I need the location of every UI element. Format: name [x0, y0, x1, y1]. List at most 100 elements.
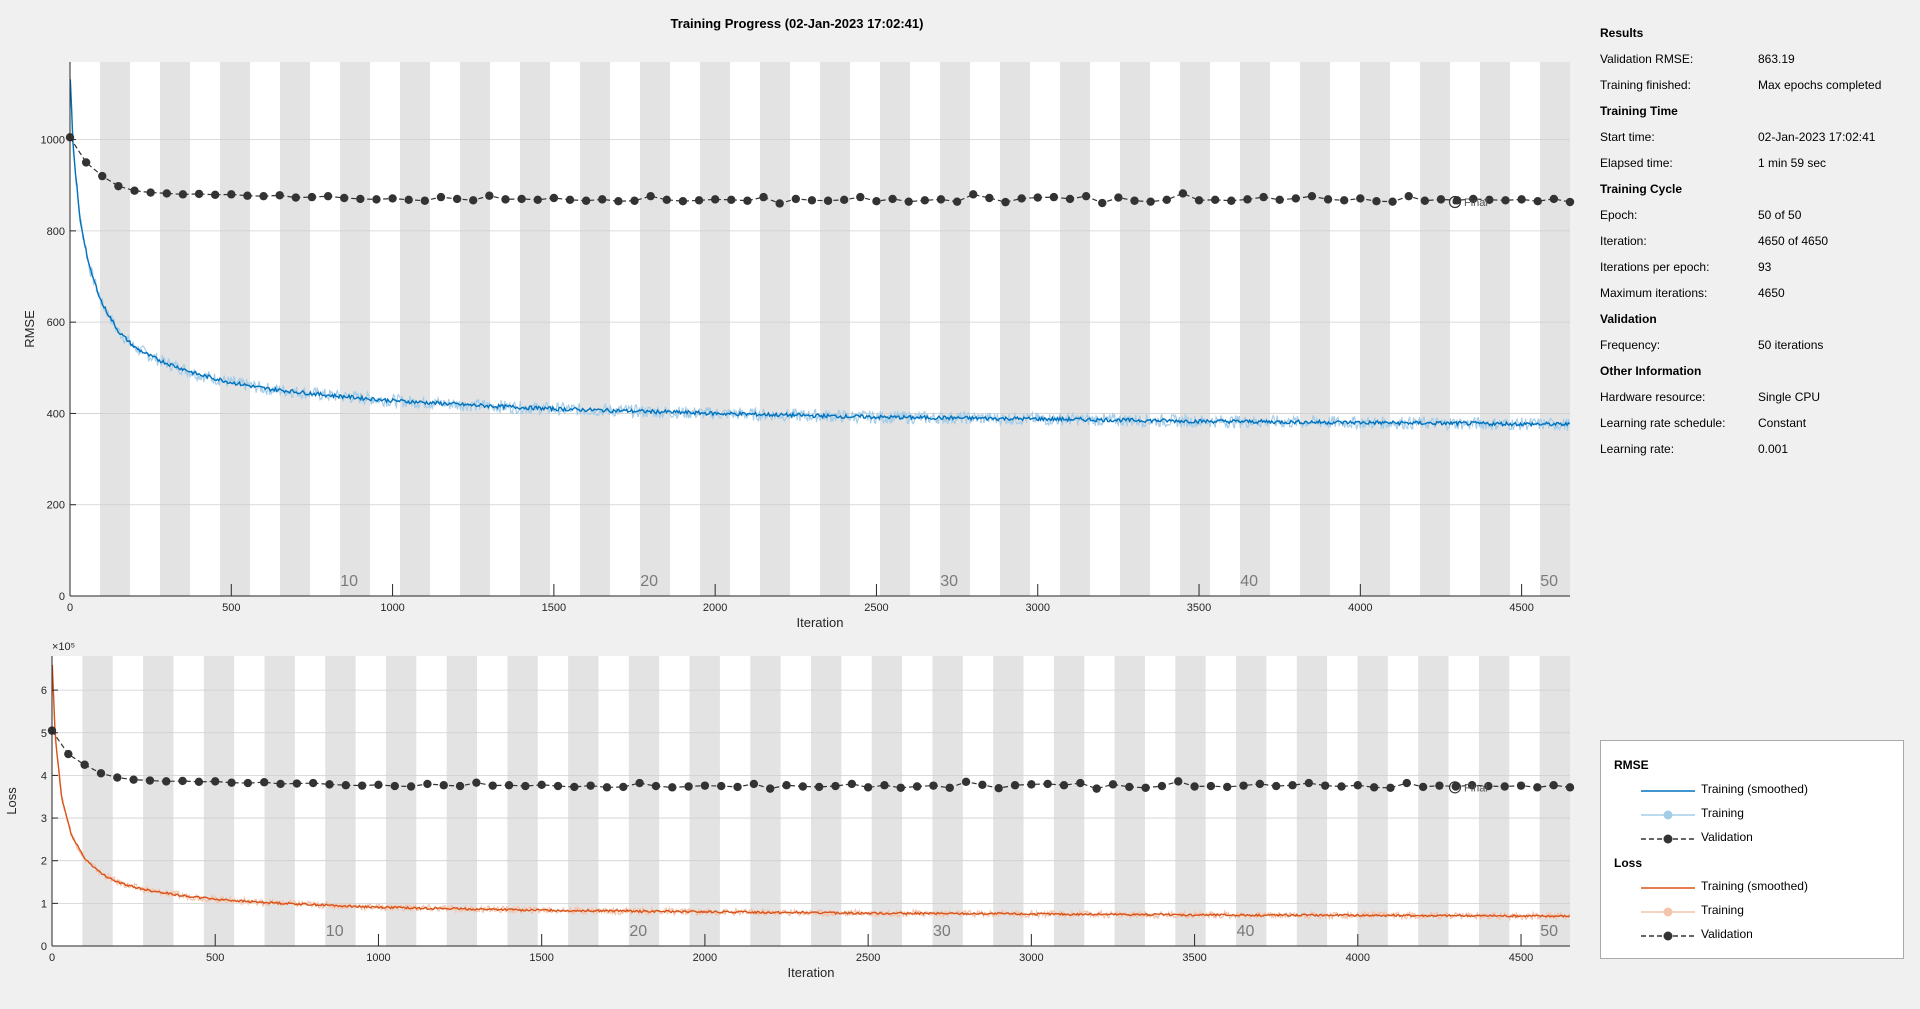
- info-row: Start time: 02-Jan-2023 17:02:41: [1600, 126, 1910, 152]
- rmse-validation-point: [1549, 194, 1559, 204]
- loss-validation-point: [423, 779, 432, 789]
- loss-epoch-label: 20: [629, 923, 647, 940]
- info-label: Validation RMSE:: [1600, 52, 1694, 66]
- rmse-validation-point: [872, 197, 881, 206]
- rmse-epoch-band: [880, 62, 910, 596]
- rmse-epoch-label: 40: [1240, 573, 1258, 590]
- loss-epoch-band: [1236, 656, 1267, 946]
- rmse-validation-point: [162, 189, 171, 198]
- rmse-validation-point: [1517, 195, 1526, 204]
- legend-rmse-validation-label: Validation: [1701, 830, 1753, 844]
- rmse-validation-point: [1436, 195, 1446, 204]
- rmse-y-tick-label: 200: [47, 500, 65, 512]
- info-label: Hardware resource:: [1600, 390, 1706, 404]
- legend-rmse-training-label: Training: [1701, 806, 1744, 820]
- rmse-validation-point: [210, 190, 220, 200]
- loss-validation-point: [1533, 783, 1542, 792]
- rmse-y-tick-label: 0: [59, 591, 65, 603]
- loss-validation-point: [896, 783, 905, 792]
- loss-validation-point: [1206, 781, 1216, 791]
- rmse-epoch-band: [1540, 62, 1570, 596]
- info-value: 50 of 50: [1758, 208, 1802, 222]
- loss-epoch-band: [325, 656, 356, 946]
- loss-validation-point: [211, 777, 220, 786]
- loss-validation-point: [1500, 782, 1509, 791]
- loss-validation-point: [374, 780, 383, 789]
- rmse-validation-point: [194, 189, 204, 199]
- rmse-validation-point: [920, 196, 930, 205]
- loss-validation-point: [1190, 782, 1199, 791]
- loss-validation-point: [1418, 782, 1428, 792]
- rmse-validation-point: [1178, 189, 1188, 198]
- rmse-y-tick-label: 400: [47, 408, 65, 420]
- rmse-validation-point: [372, 195, 381, 204]
- rmse-validation-point: [775, 199, 784, 208]
- rmse-epoch-band: [1180, 62, 1210, 596]
- rmse-validation-point: [436, 192, 446, 202]
- rmse-validation-point: [1420, 196, 1430, 205]
- rmse-x-tick-label: 0: [67, 602, 73, 614]
- rmse-epoch-band: [1480, 62, 1510, 596]
- loss-validation-point: [765, 784, 775, 793]
- loss-y-multiplier: ×10⁵: [52, 641, 75, 653]
- info-label: Training finished:: [1600, 78, 1691, 92]
- loss-validation-point: [1288, 781, 1297, 790]
- legend-heading-loss: Loss: [1614, 856, 1643, 870]
- rmse-validation-point: [1194, 196, 1204, 205]
- loss-validation-point: [1092, 784, 1101, 793]
- rmse-validation-point: [81, 158, 91, 167]
- info-value: 0.001: [1758, 442, 1789, 456]
- rmse-validation-point: [1098, 198, 1107, 208]
- loss-epoch-band: [1296, 656, 1328, 946]
- rmse-validation-point: [146, 188, 155, 197]
- loss-validation-point: [1386, 783, 1395, 792]
- rmse-validation-point: [581, 196, 591, 205]
- rmse-validation-point: [1017, 194, 1026, 203]
- info-heading: Other Information: [1600, 364, 1702, 378]
- rmse-validation-point: [1227, 196, 1236, 205]
- loss-epoch-band: [628, 656, 660, 946]
- rmse-x-tick-label: 3500: [1187, 602, 1211, 614]
- loss-validation-point: [733, 782, 742, 792]
- info-value: 863.19: [1758, 52, 1795, 66]
- rmse-validation-point: [1114, 193, 1123, 202]
- legend-loss-smoothed-line: [1641, 887, 1695, 889]
- legend-heading-rmse: RMSE: [1614, 758, 1649, 772]
- loss-validation-point: [1010, 781, 1020, 790]
- loss-validation-point: [80, 760, 89, 769]
- legend-loss-training-label: Training: [1701, 903, 1744, 917]
- loss-validation-point: [1320, 781, 1330, 790]
- rmse-epoch-band: [580, 62, 610, 596]
- info-row: Hardware resource: Single CPU: [1600, 386, 1910, 412]
- plots-area: Training Progress (02-Jan-2023 17:02:41)…: [4, 16, 1575, 980]
- rmse-validation-point: [646, 191, 655, 201]
- rmse-validation-point: [1372, 197, 1381, 206]
- legend-loss-validation-label: Validation: [1701, 927, 1753, 941]
- loss-validation-point: [553, 781, 563, 791]
- loss-y-tick-label: 0: [41, 941, 47, 953]
- loss-validation-point: [1467, 781, 1477, 790]
- legend-rmse-training-marker: [1641, 810, 1695, 820]
- loss-validation-point: [472, 778, 481, 787]
- loss-y-tick-label: 6: [41, 685, 47, 697]
- loss-validation-point: [929, 781, 938, 790]
- rmse-epoch-band: [1060, 62, 1090, 596]
- rmse-epoch-label: 30: [940, 573, 958, 590]
- info-label: Learning rate:: [1600, 442, 1675, 456]
- rmse-validation-point: [1130, 196, 1139, 205]
- legend-rmse-validation-marker: [1641, 834, 1695, 844]
- info-heading: Training Time: [1600, 104, 1678, 118]
- loss-training-smoothed-line: [51, 664, 1571, 918]
- loss-validation-point: [717, 781, 726, 791]
- info-value: 50 iterations: [1758, 338, 1824, 352]
- loss-validation-point: [276, 779, 285, 789]
- loss-x-tick-label: 3000: [1019, 952, 1043, 964]
- loss-validation-point: [814, 782, 824, 792]
- info-row: Epoch: 50 of 50: [1600, 204, 1910, 230]
- rmse-y-tick-label: 1000: [41, 135, 65, 147]
- loss-validation-point: [1304, 778, 1314, 788]
- loss-y-tick-label: 4: [41, 770, 47, 782]
- rmse-validation-point: [243, 191, 252, 200]
- rmse-validation-point: [1275, 195, 1284, 205]
